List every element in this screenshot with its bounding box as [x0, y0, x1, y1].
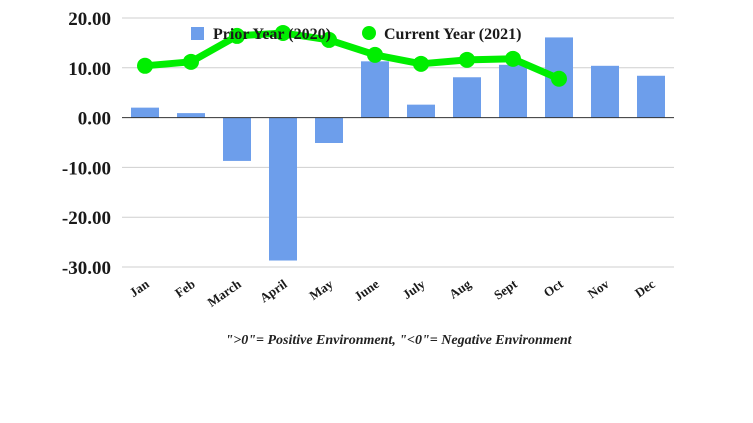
x-tick-label: Feb	[172, 276, 198, 300]
x-axis-ticks: Jan Feb March April May June July Aug Sept Oct Nov…	[127, 276, 658, 310]
legend-label-prior-year: Prior Year (2020)	[213, 26, 331, 43]
x-tick-label: March	[205, 276, 245, 310]
y-axis-ticks: 20.00 10.00 0.00 -10.00 -20.00 -30.00	[62, 9, 111, 279]
y-tick-label: -30.00	[62, 258, 111, 279]
x-tick-label: July	[400, 276, 429, 302]
line-current-year	[141, 29, 563, 83]
y-tick-label: 0.00	[78, 109, 111, 130]
bar-prior-year-feb	[177, 113, 205, 118]
point-current-year-jan	[137, 57, 153, 74]
bar-prior-year-dec	[637, 75, 665, 118]
point-current-year-may	[321, 31, 337, 48]
point-current-year-june	[367, 46, 383, 63]
y-tick-label: 20.00	[68, 9, 111, 30]
legend-swatch-current-year	[362, 26, 376, 40]
x-tick-label: Dec	[632, 276, 658, 300]
legend-swatch-prior-year	[191, 27, 204, 40]
x-tick-label: Oct	[541, 276, 567, 300]
point-current-year-aug	[459, 51, 475, 68]
chart-footnote: ">0"= Positive Environment, "<0"= Negati…	[225, 333, 572, 348]
y-tick-label: 10.00	[68, 59, 111, 80]
x-tick-label: May	[306, 276, 336, 303]
line-series-current-year	[137, 24, 567, 87]
bar-prior-year-aug	[453, 77, 481, 118]
bar-prior-year-sept	[499, 64, 527, 118]
x-tick-label: Nov	[585, 276, 612, 301]
legend: Prior Year (2020) Current Year (2021)	[191, 26, 521, 43]
point-current-year-oct	[551, 70, 567, 87]
x-tick-label: Jan	[127, 276, 153, 300]
point-current-year-march	[229, 27, 245, 44]
bar-prior-year-march	[223, 117, 251, 161]
point-current-year-sept	[505, 50, 521, 67]
bar-prior-year-july	[407, 104, 435, 118]
point-current-year-feb	[183, 53, 199, 70]
bar-prior-year-may	[315, 117, 343, 143]
point-current-year-july	[413, 55, 429, 72]
bar-prior-year-april	[269, 117, 297, 261]
x-tick-label: Sept	[491, 276, 520, 303]
y-tick-label: -20.00	[62, 208, 111, 229]
x-tick-label: April	[257, 276, 290, 305]
bar-prior-year-june	[361, 61, 389, 118]
point-current-year-april	[275, 24, 291, 41]
legend-label-current-year: Current Year (2021)	[384, 26, 521, 43]
x-tick-label: Aug	[446, 276, 474, 302]
bar-prior-year-nov	[591, 65, 619, 118]
y-tick-label: -10.00	[62, 158, 111, 179]
bar-series-prior-year	[131, 37, 665, 261]
bar-prior-year-jan	[131, 107, 159, 118]
x-tick-label: June	[351, 276, 382, 304]
gridlines	[122, 17, 674, 268]
